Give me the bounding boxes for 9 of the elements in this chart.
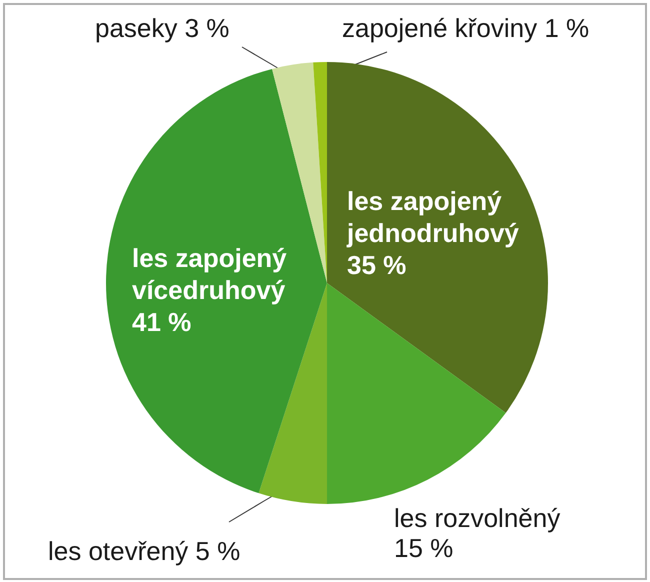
data-label: 15 % xyxy=(394,533,454,563)
slice-label: paseky 3 % xyxy=(95,13,230,43)
slice-label: les zapojený jednodruhový xyxy=(346,186,520,248)
slice-label: les otevřený 5 % xyxy=(48,536,240,566)
data-label: 41 % xyxy=(132,307,192,337)
slice-label: les rozvolněný xyxy=(394,503,560,533)
data-label: 35 % xyxy=(347,250,406,280)
slice-label: zapojené křoviny 1 % xyxy=(342,13,590,43)
slice-label: les zapojený vícedruhový xyxy=(132,243,294,305)
